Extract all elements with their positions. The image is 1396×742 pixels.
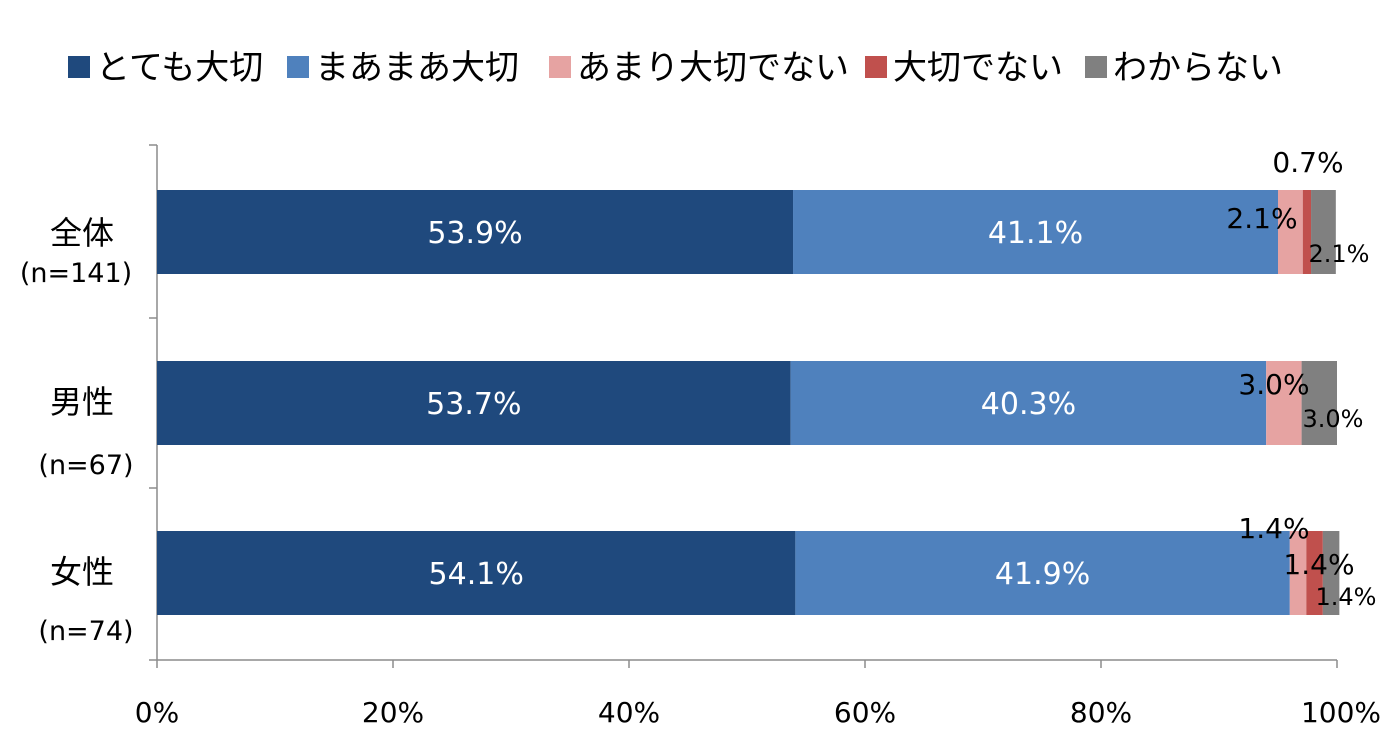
data-label-0-3: 0.7%: [1272, 146, 1343, 179]
data-label-1-4: 3.0%: [1303, 405, 1364, 433]
bar-0-0: [157, 190, 794, 274]
data-label-2-4: 1.4%: [1316, 583, 1377, 611]
legend-label-2: あまり大切でない: [577, 48, 849, 88]
x-tick-label-5: 100%: [1301, 696, 1381, 729]
category-n-1: (n=67): [38, 450, 133, 481]
category-label-1: 男性: [50, 383, 114, 421]
bar-2-1: [795, 531, 1290, 615]
data-label-2-0: 54.1%: [429, 557, 524, 592]
bar-2-4: [1322, 531, 1340, 615]
bar-0-1: [793, 190, 1278, 274]
legend-swatch-4: [1085, 56, 1107, 78]
bar-1-2: [1266, 361, 1302, 445]
x-tick-label-0: 0%: [135, 696, 179, 729]
x-tick-label-1: 20%: [362, 696, 424, 729]
legend-label-0: とても大切: [96, 48, 263, 88]
bar-0-2: [1278, 190, 1303, 274]
data-label-0-0: 53.9%: [427, 216, 522, 251]
category-n-0: (n=141): [20, 258, 132, 289]
category-label-0: 全体: [50, 214, 114, 252]
data-label-0-1: 41.1%: [988, 216, 1083, 251]
bars: [157, 190, 1340, 615]
bar-1-1: [790, 361, 1267, 445]
data-label-1-2: 3.0%: [1238, 368, 1309, 401]
legend-label-4: わからない: [1113, 48, 1283, 88]
legend-label-3: 大切でない: [893, 48, 1063, 88]
legend-swatch-0: [68, 56, 90, 78]
bar-2-0: [157, 531, 796, 615]
data-label-2-1: 41.9%: [995, 557, 1090, 592]
legend: とても大切 まあまあ大切 あまり大切でない 大切でない わからない: [68, 48, 1283, 88]
axes: 0% 20% 40% 60% 80% 100%: [135, 144, 1381, 729]
data-label-0-2: 2.1%: [1226, 202, 1297, 235]
x-tick-label-3: 60%: [834, 696, 896, 729]
legend-swatch-3: [865, 56, 887, 78]
bar-2-3: [1306, 531, 1323, 615]
category-label-2: 女性: [50, 553, 114, 591]
data-label-1-1: 40.3%: [981, 387, 1076, 422]
legend-swatch-2: [549, 56, 571, 78]
data-labels: 53.9% 41.1% 2.1% 0.7% 2.1% 53.7% 40.3% 3.0% 3.0%…: [426, 146, 1376, 611]
legend-swatch-1: [287, 56, 309, 78]
data-label-0-4: 2.1%: [1309, 240, 1370, 268]
x-tick-label-4: 80%: [1070, 696, 1132, 729]
bar-0-3: [1302, 190, 1312, 274]
category-n-2: (n=74): [38, 616, 133, 647]
category-labels: 全体 (n=141) 男性 (n=67) 女性 (n=74): [20, 214, 134, 647]
bar-0-4: [1311, 190, 1336, 274]
x-tick-label-2: 40%: [598, 696, 660, 729]
bar-1-4: [1301, 361, 1337, 445]
legend-label-1: まあまあ大切: [315, 48, 519, 88]
bar-2-2: [1289, 531, 1307, 615]
data-label-1-0: 53.7%: [426, 387, 521, 422]
data-label-2-2: 1.4%: [1238, 512, 1309, 545]
bar-1-0: [157, 361, 791, 445]
data-label-2-3: 1.4%: [1283, 548, 1354, 581]
